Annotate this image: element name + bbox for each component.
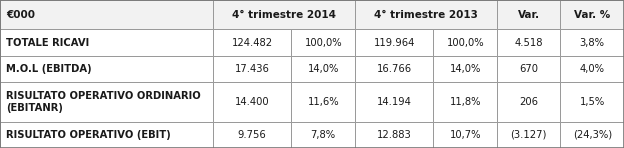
- Text: 11,6%: 11,6%: [308, 97, 339, 107]
- Text: 10,7%: 10,7%: [449, 130, 481, 140]
- Bar: [291, 29, 355, 56]
- Text: RISULTATO OPERATIVO ORDINARIO
(EBITANR): RISULTATO OPERATIVO ORDINARIO (EBITANR): [6, 91, 201, 113]
- Text: TOTALE RICAVI: TOTALE RICAVI: [6, 38, 89, 48]
- Text: 1,5%: 1,5%: [580, 97, 605, 107]
- Text: (24,3%): (24,3%): [573, 130, 612, 140]
- Text: 4° trimestre 2013: 4° trimestre 2013: [374, 10, 478, 20]
- Bar: [560, 82, 624, 122]
- Bar: [560, 56, 624, 82]
- Bar: [560, 29, 624, 56]
- Text: Var. %: Var. %: [574, 10, 610, 20]
- Bar: [355, 56, 434, 82]
- Bar: [0, 56, 213, 82]
- Text: RISULTATO OPERATIVO (EBIT): RISULTATO OPERATIVO (EBIT): [6, 130, 171, 140]
- Bar: [213, 0, 355, 29]
- Bar: [0, 0, 213, 29]
- Text: 9.756: 9.756: [238, 130, 266, 140]
- Bar: [355, 82, 434, 122]
- Text: 4,0%: 4,0%: [580, 64, 605, 74]
- Bar: [291, 82, 355, 122]
- Bar: [560, 122, 624, 148]
- Bar: [497, 29, 560, 56]
- Text: 4° trimestre 2014: 4° trimestre 2014: [232, 10, 336, 20]
- Text: 119.964: 119.964: [374, 38, 415, 48]
- Text: M.O.L (EBITDA): M.O.L (EBITDA): [6, 64, 92, 74]
- Bar: [355, 0, 497, 29]
- Bar: [434, 122, 497, 148]
- Text: 100,0%: 100,0%: [305, 38, 342, 48]
- Bar: [291, 122, 355, 148]
- Text: 16.766: 16.766: [377, 64, 412, 74]
- Text: 206: 206: [519, 97, 539, 107]
- Text: 100,0%: 100,0%: [446, 38, 484, 48]
- Bar: [560, 0, 624, 29]
- Text: 11,8%: 11,8%: [449, 97, 481, 107]
- Bar: [355, 29, 434, 56]
- Bar: [291, 56, 355, 82]
- Bar: [497, 82, 560, 122]
- Text: Var.: Var.: [518, 10, 540, 20]
- Bar: [434, 29, 497, 56]
- Bar: [0, 29, 213, 56]
- Text: 3,8%: 3,8%: [580, 38, 605, 48]
- Bar: [355, 122, 434, 148]
- Text: (3.127): (3.127): [510, 130, 547, 140]
- Text: 124.482: 124.482: [232, 38, 273, 48]
- Text: 17.436: 17.436: [235, 64, 270, 74]
- Text: 4.518: 4.518: [514, 38, 543, 48]
- Bar: [497, 56, 560, 82]
- Text: €000: €000: [6, 10, 35, 20]
- Bar: [0, 122, 213, 148]
- Bar: [0, 82, 213, 122]
- Bar: [213, 56, 291, 82]
- Bar: [213, 82, 291, 122]
- Bar: [434, 82, 497, 122]
- Bar: [497, 122, 560, 148]
- Bar: [434, 56, 497, 82]
- Bar: [213, 29, 291, 56]
- Text: 14.400: 14.400: [235, 97, 270, 107]
- Text: 14,0%: 14,0%: [449, 64, 481, 74]
- Text: 12.883: 12.883: [377, 130, 412, 140]
- Bar: [497, 0, 560, 29]
- Text: 14.194: 14.194: [377, 97, 412, 107]
- Text: 14,0%: 14,0%: [308, 64, 339, 74]
- Bar: [213, 122, 291, 148]
- Text: 7,8%: 7,8%: [311, 130, 336, 140]
- Text: 670: 670: [519, 64, 539, 74]
